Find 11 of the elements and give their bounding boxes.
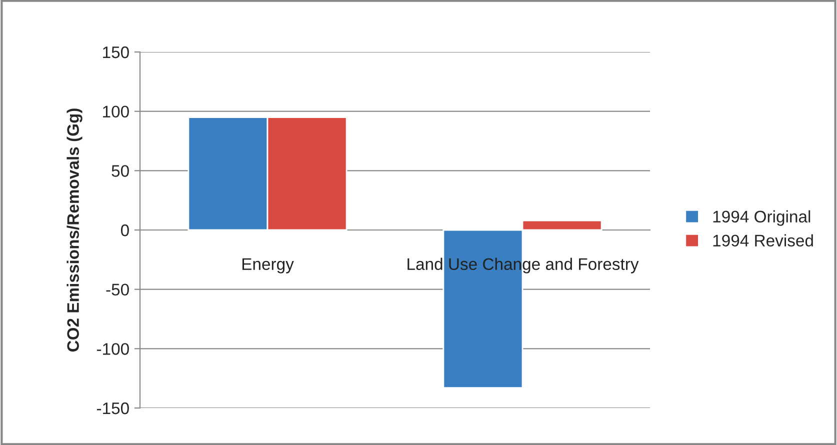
y-tick-label: -150 <box>96 402 129 414</box>
legend-label: 1994 Revised <box>713 234 813 246</box>
y-tick-label: -50 <box>106 284 129 296</box>
y-tick-label: -100 <box>96 343 129 355</box>
y-tick-label: 0 <box>120 224 129 236</box>
x-tick-label: Energy <box>242 258 294 274</box>
y-tick-label: 50 <box>112 165 129 177</box>
y-tick-label: 150 <box>103 46 129 58</box>
legend-label: 1994 Original <box>713 210 810 226</box>
y-axis-title: CO2 Emissions/Removals (Gg) <box>66 108 82 352</box>
y-tick-label: 100 <box>103 106 129 118</box>
